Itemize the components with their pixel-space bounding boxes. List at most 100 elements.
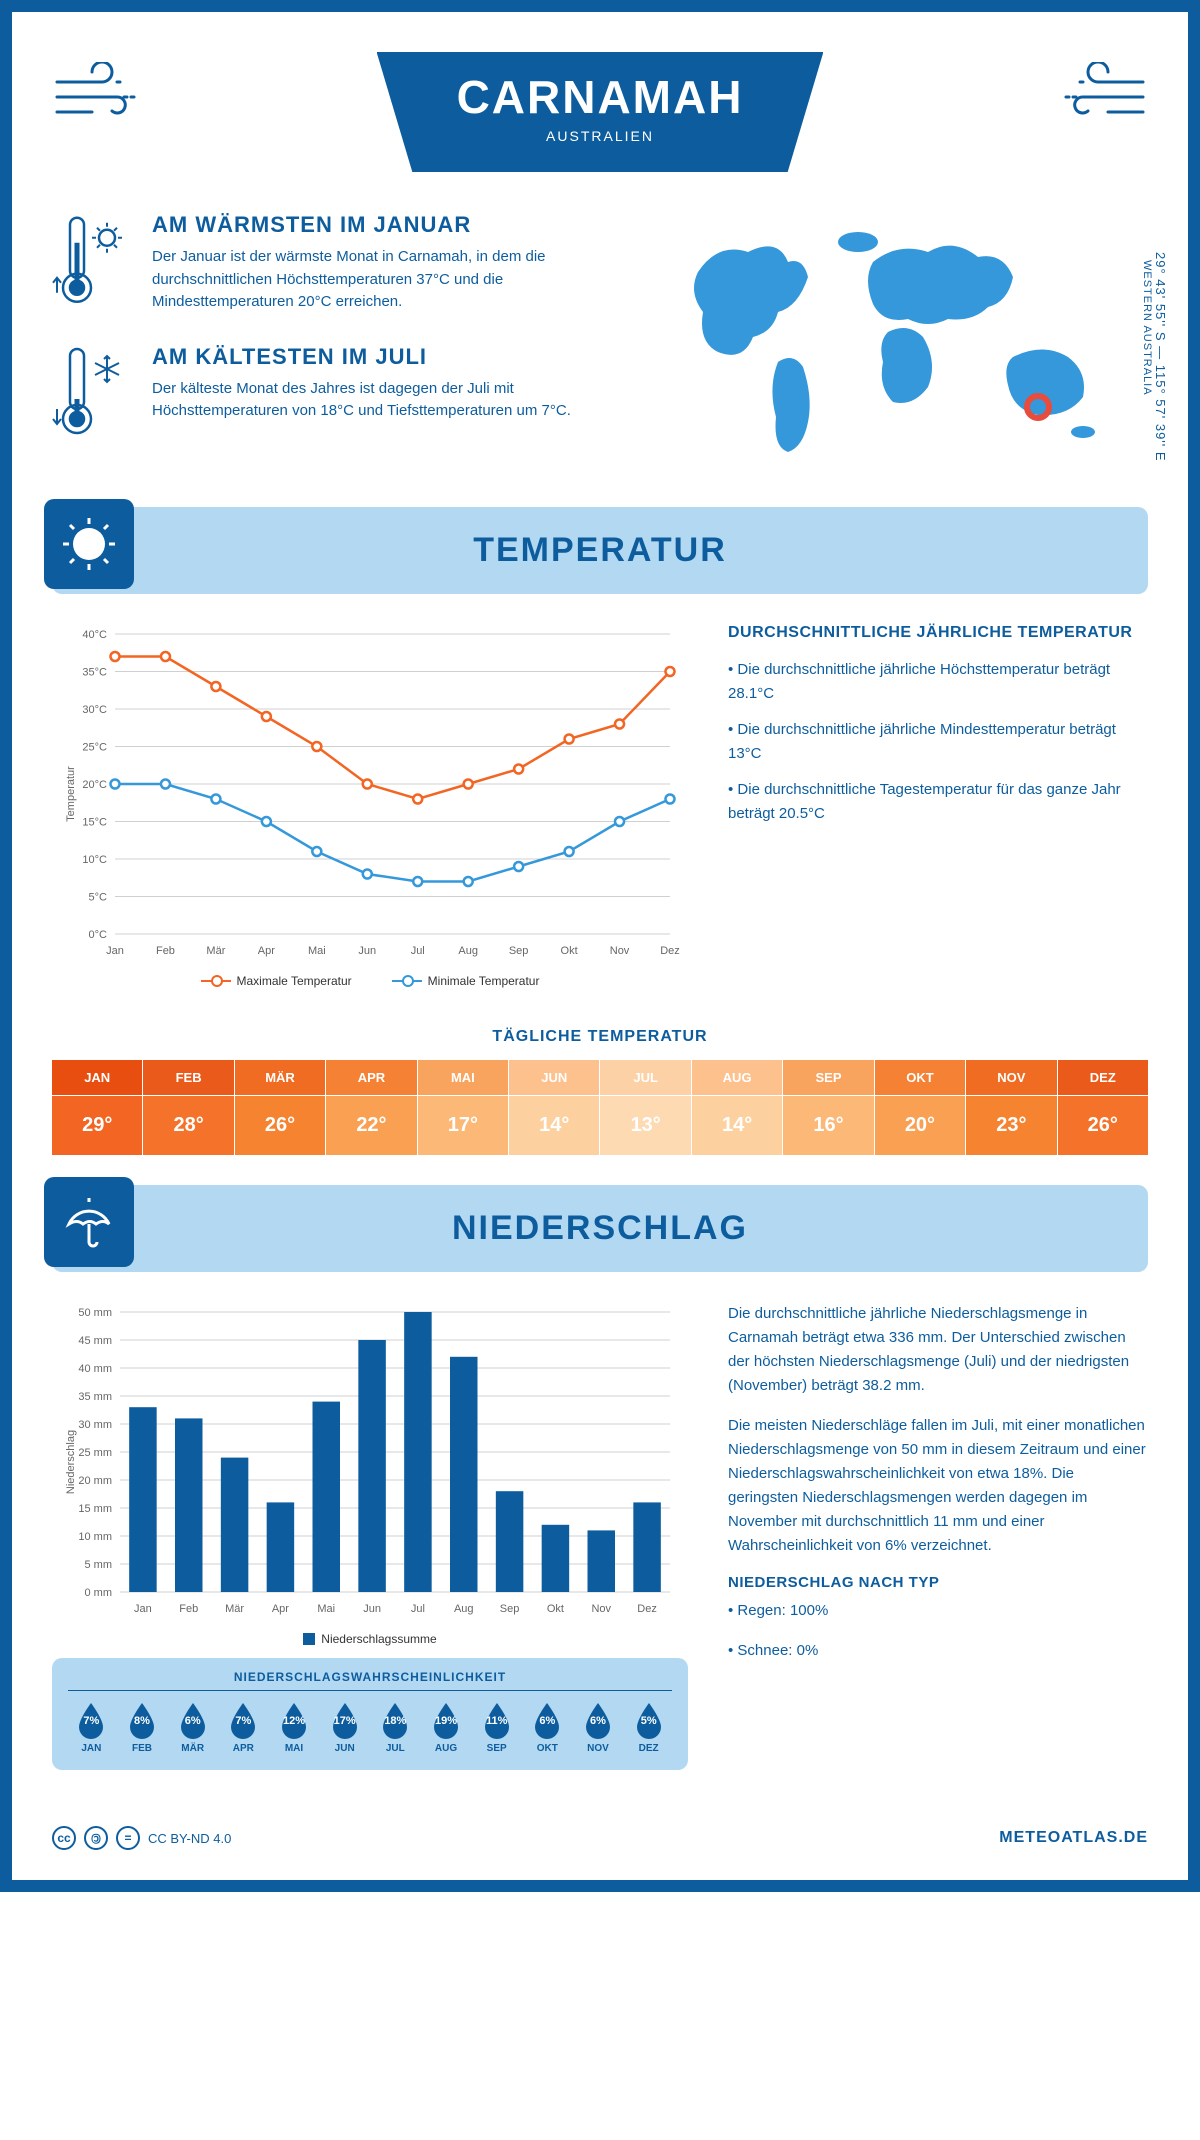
svg-text:35°C: 35°C — [82, 667, 107, 679]
precip-heading: NIEDERSCHLAG — [76, 1209, 1124, 1248]
svg-text:15 mm: 15 mm — [78, 1503, 112, 1515]
daily-header: MAI — [418, 1060, 508, 1095]
daily-value: 13° — [600, 1096, 690, 1155]
temperature-line-chart: 0°C5°C10°C15°C20°C25°C30°C35°C40°CJanFeb… — [52, 624, 688, 964]
svg-text:40 mm: 40 mm — [78, 1363, 112, 1375]
daily-value: 26° — [235, 1096, 325, 1155]
daily-header: SEP — [783, 1060, 873, 1095]
prob-cell: 19%AUG — [423, 1701, 470, 1754]
prob-cell: 17%JUN — [321, 1701, 368, 1754]
svg-text:Apr: Apr — [258, 945, 275, 957]
daily-temp-table: JANFEBMÄRAPRMAIJUNJULAUGSEPOKTNOVDEZ29°2… — [52, 1060, 1148, 1155]
daily-value: 14° — [509, 1096, 599, 1155]
page-subtitle: AUSTRALIEN — [457, 128, 744, 144]
svg-text:Jun: Jun — [358, 945, 376, 957]
daily-value: 20° — [875, 1096, 965, 1155]
svg-text:Mai: Mai — [317, 1603, 335, 1615]
license-text: CC BY-ND 4.0 — [148, 1831, 231, 1846]
cc-icon: cc — [52, 1826, 76, 1850]
svg-text:Apr: Apr — [272, 1603, 289, 1615]
temp-fact-2: • Die durchschnittliche Tagestemperatur … — [728, 778, 1148, 826]
temp-fact-0: • Die durchschnittliche jährliche Höchst… — [728, 658, 1148, 706]
svg-text:Dez: Dez — [637, 1603, 657, 1615]
prob-cell: 6%NOV — [575, 1701, 622, 1754]
svg-text:30°C: 30°C — [82, 704, 107, 716]
prob-cell: 18%JUL — [372, 1701, 419, 1754]
svg-text:Okt: Okt — [547, 1603, 564, 1615]
svg-text:Aug: Aug — [454, 1603, 474, 1615]
fact-warm-title: AM WÄRMSTEN IM JANUAR — [152, 212, 628, 238]
daily-value: 22° — [326, 1096, 416, 1155]
svg-text:20°C: 20°C — [82, 779, 107, 791]
coordinates: 29° 43' 55'' S — 115° 57' 39'' E WESTERN… — [1141, 252, 1168, 462]
svg-text:Jul: Jul — [411, 945, 425, 957]
fact-cold-text: Der kälteste Monat des Jahres ist dagege… — [152, 378, 628, 423]
temperature-banner: TEMPERATUR — [52, 507, 1148, 594]
fact-warm-text: Der Januar ist der wärmste Monat in Carn… — [152, 246, 628, 314]
svg-text:Jun: Jun — [363, 1603, 381, 1615]
svg-text:Feb: Feb — [156, 945, 175, 957]
thermometer-cold-icon — [52, 344, 132, 444]
umbrella-icon — [44, 1177, 134, 1267]
svg-text:Feb: Feb — [179, 1603, 198, 1615]
svg-text:10 mm: 10 mm — [78, 1531, 112, 1543]
legend-min: Minimale Temperatur — [428, 974, 540, 988]
svg-text:25°C: 25°C — [82, 742, 107, 754]
svg-text:Nov: Nov — [610, 945, 630, 957]
prob-cell: 5%DEZ — [625, 1701, 672, 1754]
prob-cell: 6%OKT — [524, 1701, 571, 1754]
svg-text:Mai: Mai — [308, 945, 326, 957]
temp-fact-1: • Die durchschnittliche jährliche Mindes… — [728, 718, 1148, 766]
svg-text:40°C: 40°C — [82, 629, 107, 641]
prob-cell: 7%APR — [220, 1701, 267, 1754]
footer-brand: METEOATLAS.DE — [999, 1829, 1148, 1847]
daily-header: DEZ — [1058, 1060, 1148, 1095]
daily-header: FEB — [143, 1060, 233, 1095]
svg-text:Mär: Mär — [225, 1603, 244, 1615]
precip-para1: Die durchschnittliche jährliche Niedersc… — [728, 1302, 1148, 1398]
page-title: CARNAMAH — [457, 70, 744, 124]
svg-text:25 mm: 25 mm — [78, 1447, 112, 1459]
svg-text:Nov: Nov — [591, 1603, 611, 1615]
header: CARNAMAH AUSTRALIEN — [52, 42, 1148, 172]
svg-text:Dez: Dez — [660, 945, 680, 957]
precip-text: Die durchschnittliche jährliche Niedersc… — [728, 1302, 1148, 1770]
coords-text: 29° 43' 55'' S — 115° 57' 39'' E — [1153, 252, 1168, 462]
precip-type1: • Regen: 100% — [728, 1599, 1148, 1623]
svg-text:Sep: Sep — [509, 945, 529, 957]
svg-text:15°C: 15°C — [82, 817, 107, 829]
daily-header: AUG — [692, 1060, 782, 1095]
precip-type-heading: NIEDERSCHLAG NACH TYP — [728, 1574, 1148, 1591]
fact-cold-title: AM KÄLTESTEN IM JULI — [152, 344, 628, 370]
prob-cell: 11%SEP — [473, 1701, 520, 1754]
svg-text:Okt: Okt — [561, 945, 578, 957]
wind-icon — [52, 62, 152, 132]
svg-text:45 mm: 45 mm — [78, 1335, 112, 1347]
nd-icon: = — [116, 1826, 140, 1850]
fact-warmest: AM WÄRMSTEN IM JANUAR Der Januar ist der… — [52, 212, 628, 314]
daily-value: 26° — [1058, 1096, 1148, 1155]
prob-cell: 7%JAN — [68, 1701, 115, 1754]
svg-text:Jan: Jan — [106, 945, 124, 957]
sun-icon — [44, 499, 134, 589]
world-map — [668, 212, 1148, 472]
title-ribbon: CARNAMAH AUSTRALIEN — [377, 52, 824, 172]
svg-text:5 mm: 5 mm — [85, 1559, 113, 1571]
daily-value: 28° — [143, 1096, 233, 1155]
temp-legend: Maximale Temperatur Minimale Temperatur — [52, 974, 688, 988]
precip-legend-label: Niederschlagssumme — [321, 1632, 436, 1646]
daily-value: 17° — [418, 1096, 508, 1155]
daily-temp-heading: TÄGLICHE TEMPERATUR — [52, 1028, 1148, 1046]
prob-heading: NIEDERSCHLAGSWAHRSCHEINLICHKEIT — [68, 1670, 672, 1691]
svg-text:Niederschlag: Niederschlag — [65, 1430, 77, 1494]
license: cc 🄯 = CC BY-ND 4.0 — [52, 1826, 231, 1850]
svg-text:Jul: Jul — [411, 1603, 425, 1615]
svg-text:Temperatur: Temperatur — [65, 766, 77, 822]
svg-text:50 mm: 50 mm — [78, 1307, 112, 1319]
prob-cell: 6%MÄR — [169, 1701, 216, 1754]
svg-text:30 mm: 30 mm — [78, 1419, 112, 1431]
precip-para2: Die meisten Niederschläge fallen im Juli… — [728, 1414, 1148, 1558]
svg-text:Jan: Jan — [134, 1603, 152, 1615]
world-map-panel: 29° 43' 55'' S — 115° 57' 39'' E WESTERN… — [668, 212, 1148, 477]
precip-bar-chart: 0 mm5 mm10 mm15 mm20 mm25 mm30 mm35 mm40… — [52, 1302, 688, 1622]
